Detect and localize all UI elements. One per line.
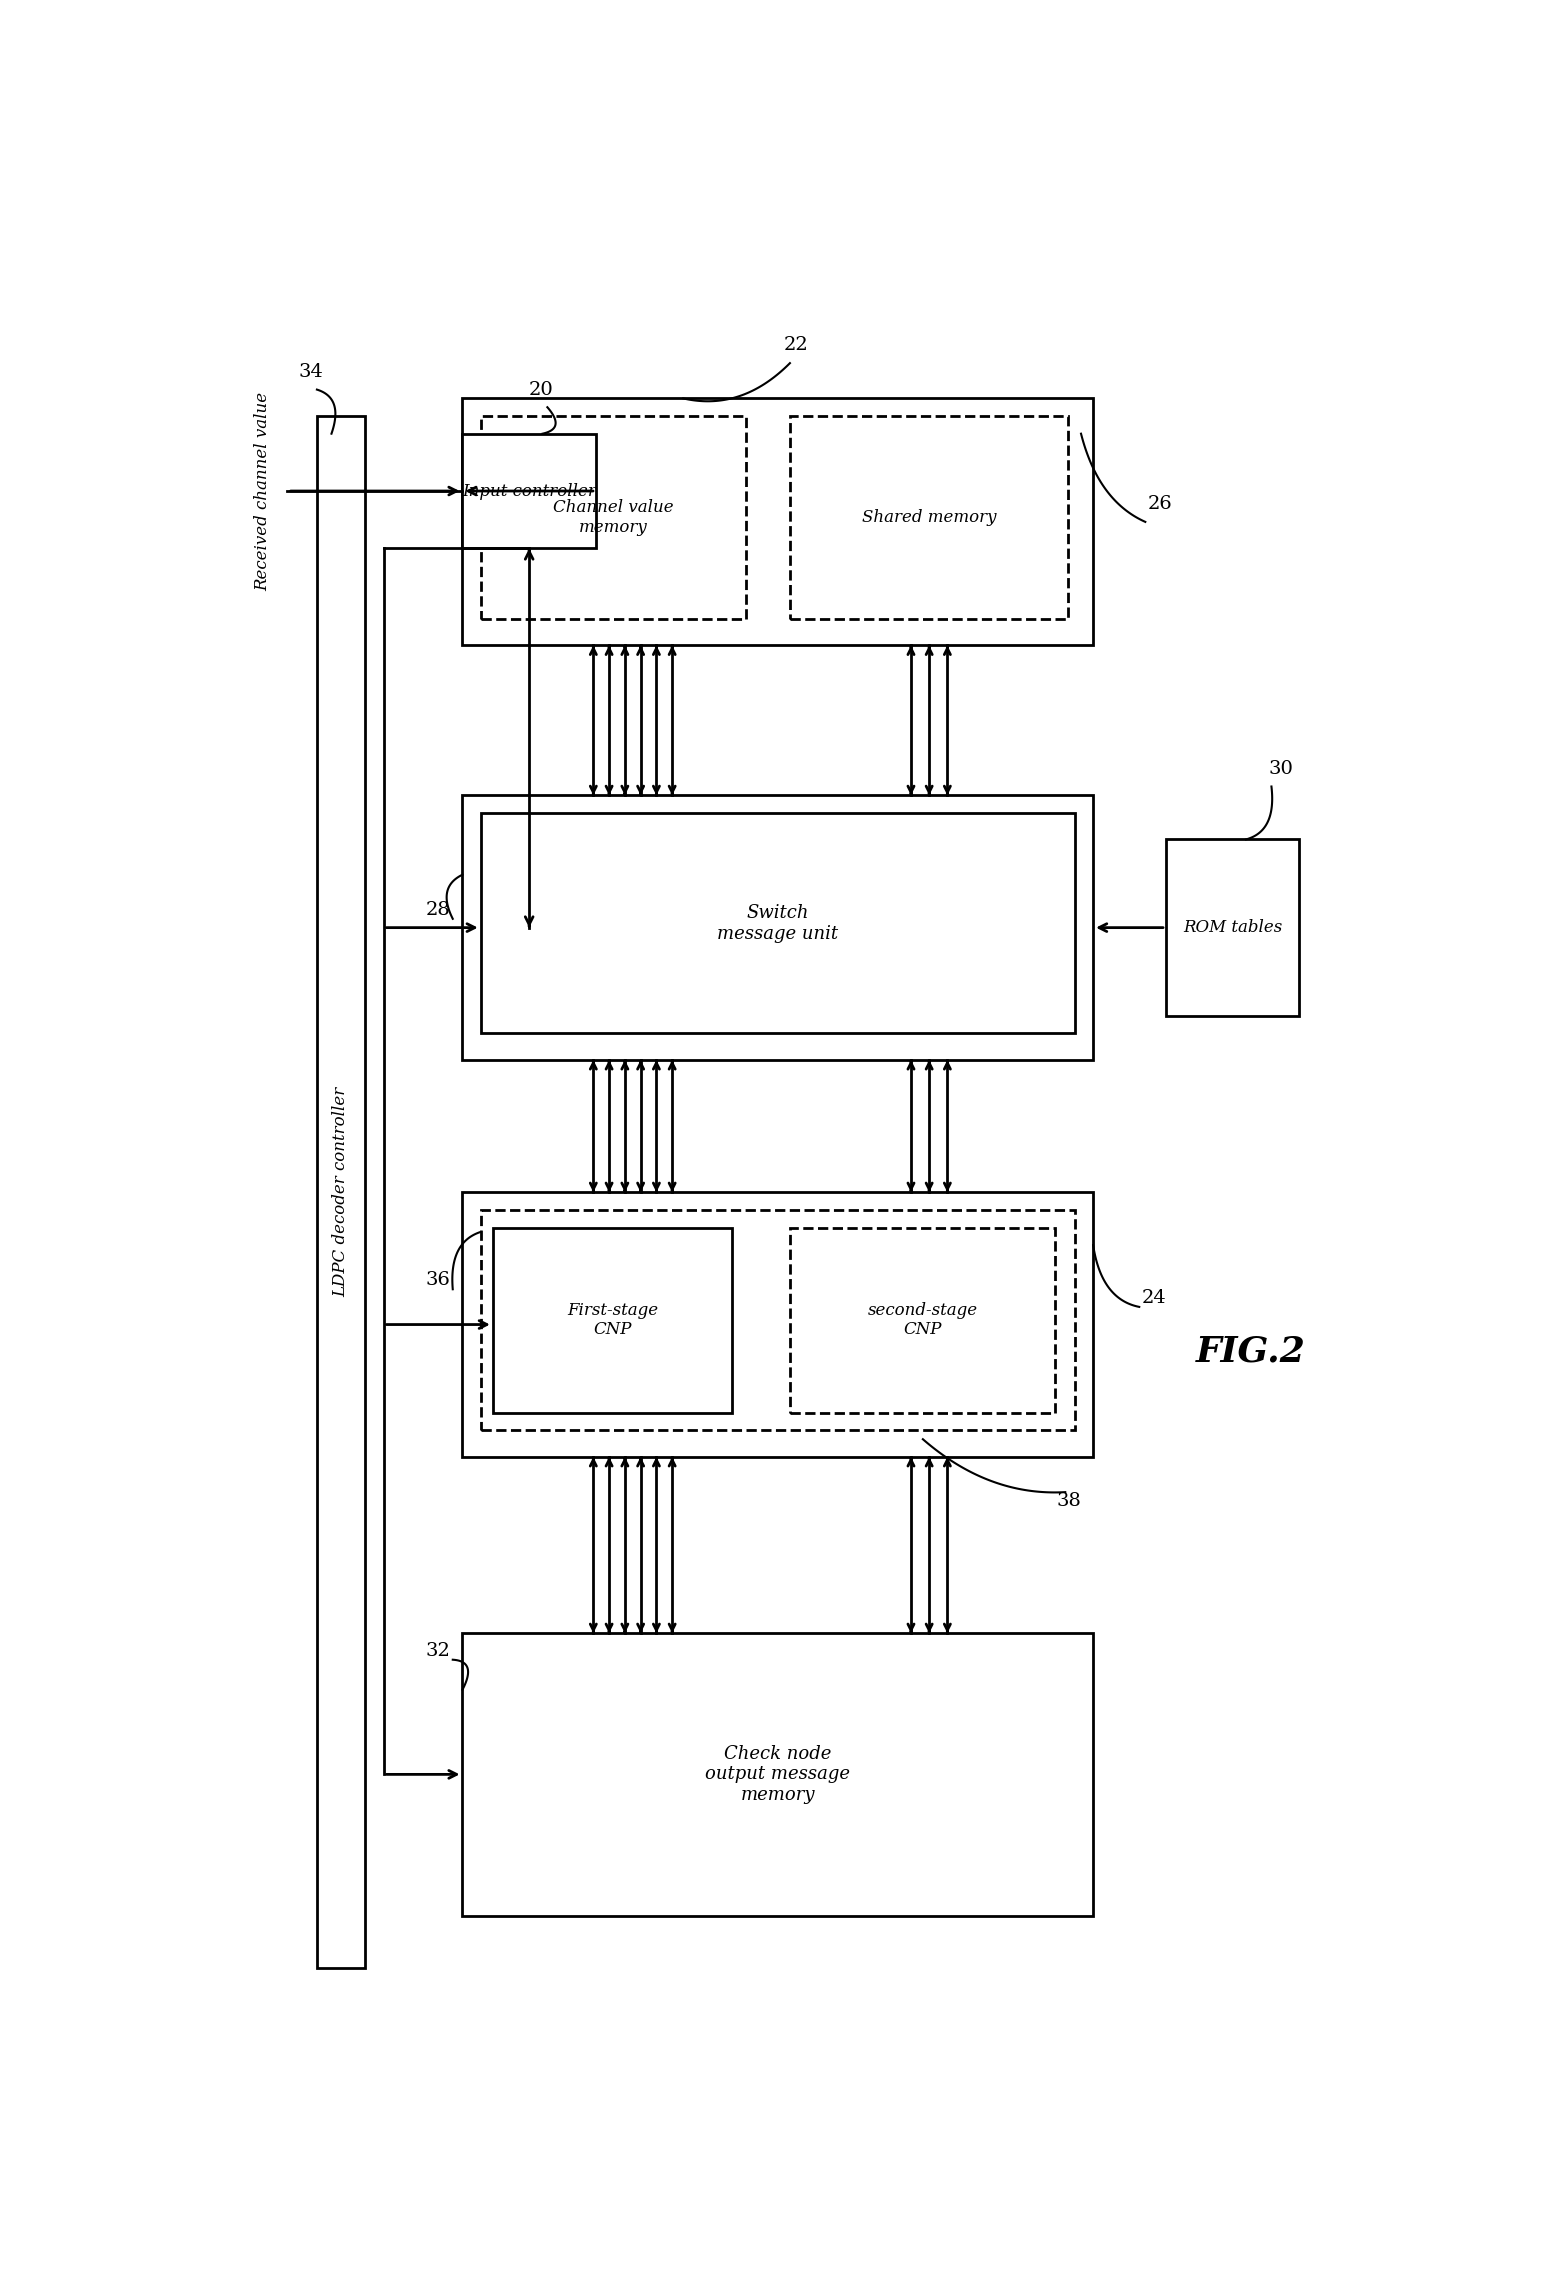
Bar bbox=[463, 1191, 1094, 1457]
Text: Shared memory: Shared memory bbox=[862, 509, 997, 527]
Text: 22: 22 bbox=[784, 337, 809, 355]
Text: 34: 34 bbox=[299, 362, 324, 380]
Bar bbox=[463, 1633, 1094, 1915]
Text: 32: 32 bbox=[426, 1643, 451, 1661]
Bar bbox=[463, 795, 1094, 1061]
Text: 26: 26 bbox=[1147, 495, 1172, 513]
Text: Received channel value: Received channel value bbox=[254, 392, 271, 591]
Bar bbox=[480, 1210, 1075, 1430]
Bar bbox=[316, 417, 366, 1968]
Text: 38: 38 bbox=[1056, 1491, 1081, 1510]
Bar bbox=[480, 417, 745, 619]
Text: Switch
message unit: Switch message unit bbox=[717, 905, 839, 942]
Bar bbox=[1166, 839, 1299, 1015]
Bar bbox=[463, 399, 1094, 646]
Bar bbox=[790, 417, 1067, 619]
Text: second-stage
CNP: second-stage CNP bbox=[869, 1301, 978, 1338]
Bar bbox=[463, 433, 596, 548]
Text: LDPC decoder controller: LDPC decoder controller bbox=[333, 1088, 349, 1297]
Text: ROM tables: ROM tables bbox=[1183, 919, 1282, 937]
Bar bbox=[480, 813, 1075, 1033]
Text: 20: 20 bbox=[529, 380, 554, 399]
Bar bbox=[790, 1228, 1055, 1414]
Text: Input controller: Input controller bbox=[462, 483, 596, 499]
Text: 28: 28 bbox=[426, 900, 451, 919]
Text: 30: 30 bbox=[1269, 761, 1294, 779]
Text: First-stage
CNP: First-stage CNP bbox=[567, 1301, 659, 1338]
Text: 24: 24 bbox=[1141, 1290, 1166, 1308]
Text: Check node
output message
memory: Check node output message memory bbox=[706, 1743, 850, 1805]
Text: Channel value
memory: Channel value memory bbox=[552, 499, 673, 536]
Bar bbox=[493, 1228, 732, 1414]
Text: 36: 36 bbox=[426, 1272, 451, 1290]
Text: FIG.2: FIG.2 bbox=[1196, 1333, 1305, 1368]
